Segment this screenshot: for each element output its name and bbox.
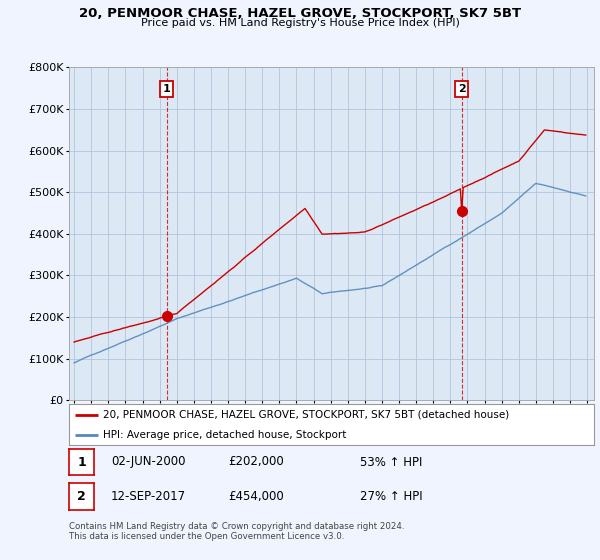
Text: 2: 2: [77, 490, 86, 503]
Text: 27% ↑ HPI: 27% ↑ HPI: [360, 490, 422, 503]
Text: 2: 2: [458, 84, 466, 94]
Text: £454,000: £454,000: [228, 490, 284, 503]
Text: 53% ↑ HPI: 53% ↑ HPI: [360, 455, 422, 469]
Text: HPI: Average price, detached house, Stockport: HPI: Average price, detached house, Stoc…: [103, 430, 347, 440]
Text: Price paid vs. HM Land Registry's House Price Index (HPI): Price paid vs. HM Land Registry's House …: [140, 18, 460, 29]
Text: 20, PENMOOR CHASE, HAZEL GROVE, STOCKPORT, SK7 5BT: 20, PENMOOR CHASE, HAZEL GROVE, STOCKPOR…: [79, 7, 521, 20]
Text: 1: 1: [77, 455, 86, 469]
Text: £202,000: £202,000: [228, 455, 284, 469]
Text: Contains HM Land Registry data © Crown copyright and database right 2024.
This d: Contains HM Land Registry data © Crown c…: [69, 522, 404, 542]
Text: 1: 1: [163, 84, 170, 94]
Text: 12-SEP-2017: 12-SEP-2017: [111, 490, 186, 503]
Text: 20, PENMOOR CHASE, HAZEL GROVE, STOCKPORT, SK7 5BT (detached house): 20, PENMOOR CHASE, HAZEL GROVE, STOCKPOR…: [103, 410, 509, 420]
Text: 02-JUN-2000: 02-JUN-2000: [111, 455, 185, 469]
